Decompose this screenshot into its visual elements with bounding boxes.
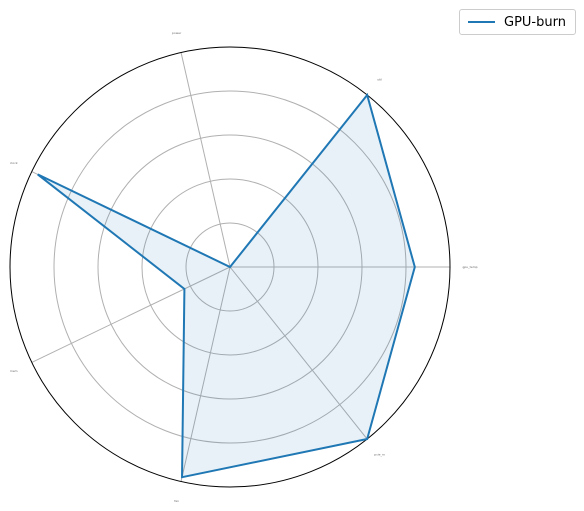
category-label-4: mem [10, 369, 18, 373]
category-label-2: power [172, 31, 182, 35]
spoke-4 [31, 266, 231, 363]
spoke-6 [229, 266, 368, 440]
spoke-2 [180, 52, 231, 268]
category-labels: gpu_temp util power clock mem fan pcie_rx [10, 31, 478, 503]
legend-label: GPU-burn [504, 14, 566, 30]
outer-frame [9, 46, 451, 488]
series-fill-0 [37, 94, 415, 478]
category-label-5: fan [174, 499, 179, 503]
category-label-0: gpu_temp [462, 265, 477, 269]
category-label-3: clock [10, 161, 18, 165]
legend-line-swatch [468, 21, 495, 23]
series-layer [37, 92, 416, 479]
series-line-0 [37, 92, 416, 479]
spoke-5 [180, 266, 231, 482]
category-label-1: util [377, 77, 382, 81]
legend: GPU-burn [459, 9, 576, 35]
radar-grid [9, 46, 451, 488]
category-label-6: pcie_rx [374, 453, 385, 457]
